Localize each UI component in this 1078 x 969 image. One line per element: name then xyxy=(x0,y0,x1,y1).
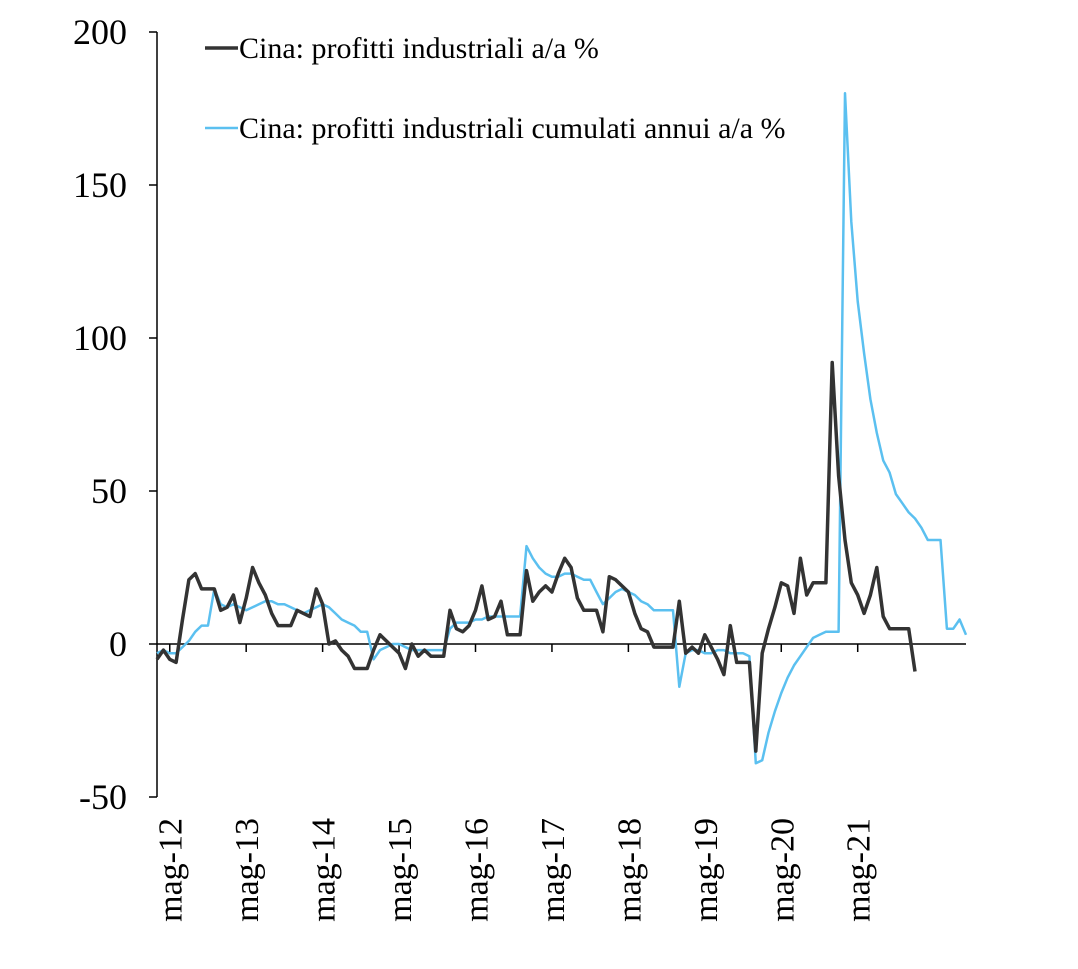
y-tick-label: 100 xyxy=(73,318,127,358)
axes: 200 150 100 50 0 -50 mag-12 mag-13 mag-14 mag-15 m… xyxy=(73,12,966,922)
y-tick-label: 200 xyxy=(73,12,127,52)
legend-label: Cina: profitti industriali cumulati annu… xyxy=(239,112,786,145)
y-tick-label: 0 xyxy=(109,624,127,664)
x-tick-label: mag-12 xyxy=(153,818,190,922)
y-tick-label: 150 xyxy=(73,165,127,205)
x-tick-label: mag-15 xyxy=(382,818,419,922)
y-tick-label: 50 xyxy=(91,471,127,511)
x-tick-label: mag-14 xyxy=(306,818,343,922)
x-tick-label: mag-20 xyxy=(764,818,801,922)
y-tick-label: -50 xyxy=(79,777,127,817)
legend: Cina: profitti industriali a/a % Cina: pr… xyxy=(205,32,786,145)
series-line-2 xyxy=(156,91,968,765)
x-tick-label: mag-18 xyxy=(611,818,648,922)
x-tick-label: mag-16 xyxy=(459,818,496,922)
x-tick-label: mag-19 xyxy=(688,818,725,922)
x-tick-label: mag-13 xyxy=(229,818,266,922)
legend-label: Cina: profitti industriali a/a % xyxy=(239,32,599,65)
x-tick-label: mag-21 xyxy=(841,818,878,922)
series-layer xyxy=(155,91,968,765)
series-line-1 xyxy=(155,360,917,753)
x-tick-label: mag-17 xyxy=(535,818,572,922)
